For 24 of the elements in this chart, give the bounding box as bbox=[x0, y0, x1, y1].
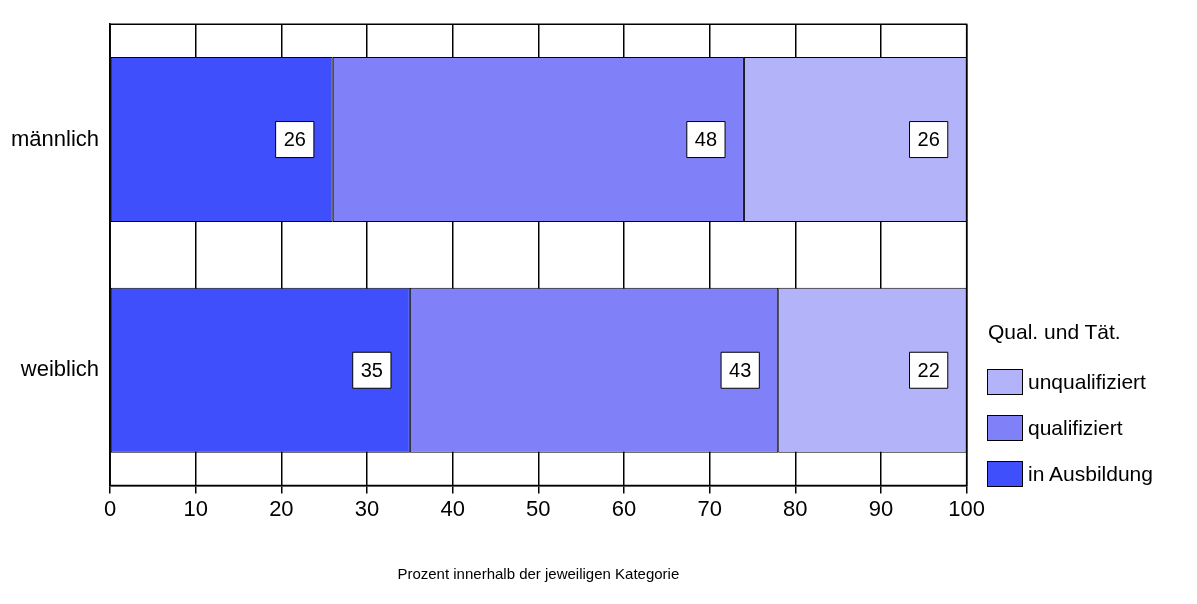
x-tick-label: 10 bbox=[183, 495, 208, 521]
x-tick-label: 0 bbox=[103, 495, 117, 521]
data-label: 48 bbox=[694, 128, 718, 151]
y-tick-label: männlich bbox=[11, 125, 100, 151]
legend-label: unqualifiziert bbox=[1028, 370, 1146, 394]
legend-label: qualifiziert bbox=[1028, 416, 1123, 440]
data-label: 26 bbox=[283, 128, 306, 151]
legend-label: in Ausbildung bbox=[1028, 462, 1153, 486]
x-tick-label: 20 bbox=[269, 495, 294, 521]
x-tick-label: 50 bbox=[526, 495, 551, 521]
x-tick-label: 30 bbox=[354, 495, 380, 521]
x-axis-title: Prozent innerhalb der jeweiligen Kategorie bbox=[397, 565, 680, 583]
legend-title: Qual. und Tät. bbox=[988, 320, 1122, 344]
x-tick-label: 80 bbox=[783, 495, 808, 521]
data-label: 22 bbox=[917, 358, 940, 381]
x-tick-label: 60 bbox=[611, 495, 637, 521]
x-tick-label: 40 bbox=[440, 495, 465, 521]
data-label: 43 bbox=[729, 358, 752, 381]
x-tick-label: 90 bbox=[868, 495, 894, 521]
data-label: 26 bbox=[917, 128, 940, 151]
data-label: 35 bbox=[360, 358, 383, 381]
x-tick-label: 100 bbox=[948, 495, 986, 521]
y-tick-label: weiblich bbox=[19, 356, 100, 382]
x-tick-label: 70 bbox=[697, 495, 722, 521]
